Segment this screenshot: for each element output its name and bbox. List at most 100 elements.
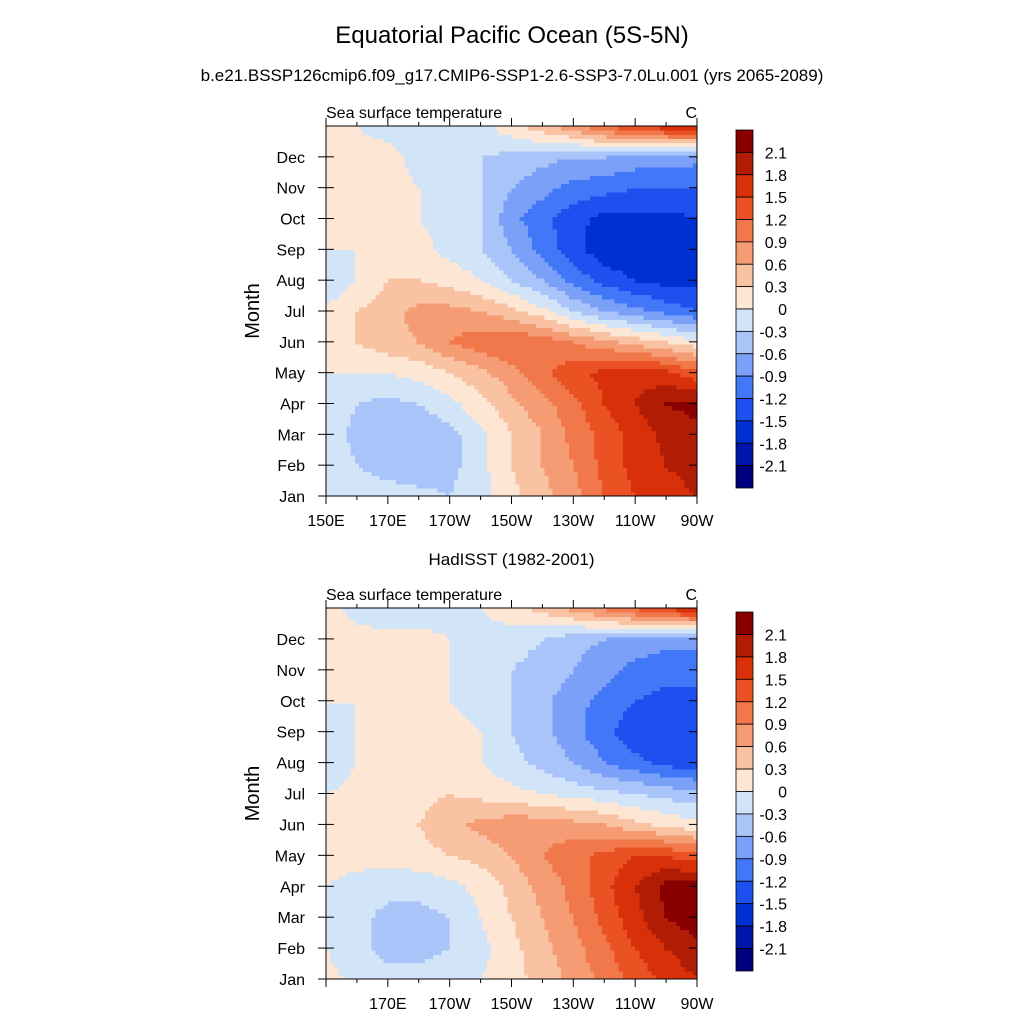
contour-cell	[490, 167, 496, 172]
contour-cell	[367, 154, 372, 160]
contour-cell	[519, 269, 525, 275]
contour-cell	[548, 158, 554, 164]
contour-cell	[391, 175, 397, 181]
contour-cell	[396, 319, 401, 324]
contour-cell	[495, 261, 500, 267]
contour-cell	[470, 265, 475, 271]
contour-cell	[548, 475, 554, 481]
contour-cell	[404, 257, 410, 263]
contour-cell	[466, 200, 471, 205]
contour-cell	[342, 298, 348, 304]
contour-cell	[503, 130, 508, 135]
contour-cell	[408, 315, 414, 320]
contour-cell	[416, 167, 422, 172]
contour-cell	[338, 212, 344, 218]
contour-cell	[358, 191, 364, 197]
contour-cell	[466, 475, 471, 481]
contour-cell	[433, 150, 438, 156]
contour-cell	[416, 224, 422, 230]
contour-cell	[523, 364, 529, 370]
contour-cell	[445, 158, 451, 164]
contour-cell	[470, 302, 475, 308]
contour-cell	[437, 278, 443, 283]
contour-cell	[527, 343, 533, 349]
contour-cell	[499, 163, 504, 168]
contour-cell	[371, 306, 377, 312]
contour-cell	[412, 134, 418, 139]
contour-cell	[457, 187, 463, 193]
contour-cell	[346, 134, 352, 139]
contour-cell	[391, 286, 397, 292]
contour-cell	[503, 224, 508, 230]
contour-cell	[532, 245, 537, 250]
contour-cell	[354, 323, 360, 329]
contour-cell	[449, 257, 455, 263]
contour-cell	[350, 311, 356, 316]
contour-cell	[441, 265, 447, 271]
contour-cell	[507, 327, 513, 333]
contour-cell	[490, 430, 496, 435]
contour-cell	[334, 282, 339, 287]
contour-cell	[330, 245, 335, 250]
contour-cell	[424, 426, 430, 431]
contour-cell	[486, 154, 492, 160]
contour-cell	[486, 216, 492, 222]
contour-cell	[445, 142, 451, 148]
contour-cell	[371, 134, 377, 139]
contour-cell	[408, 434, 414, 440]
contour-cell	[433, 422, 438, 427]
contour-cell	[334, 376, 339, 382]
contour-cell	[350, 463, 356, 468]
contour-cell	[474, 224, 480, 230]
contour-cell	[338, 401, 344, 407]
contour-cell	[367, 150, 372, 156]
contour-cell	[358, 331, 364, 337]
contour-cell	[433, 183, 438, 189]
contour-cell	[470, 438, 475, 444]
contour-cell	[433, 483, 438, 489]
contour-cell	[470, 200, 475, 205]
contour-cell	[474, 228, 480, 234]
contour-cell	[354, 298, 360, 304]
contour-cell	[433, 413, 438, 419]
contour-cell	[354, 290, 360, 296]
contour-cell	[342, 356, 348, 361]
contour-cell	[453, 265, 459, 271]
contour-cell	[511, 282, 517, 287]
contour-cell	[429, 286, 434, 292]
contour-cell	[552, 450, 558, 456]
contour-cell	[391, 274, 397, 279]
contour-cell	[515, 130, 521, 135]
contour-cell	[482, 126, 488, 131]
contour-cell	[420, 319, 426, 324]
contour-cell	[346, 183, 352, 189]
contour-cell	[420, 446, 426, 452]
contour-cell	[519, 216, 525, 222]
contour-cell	[540, 245, 546, 250]
contour-cell	[445, 335, 451, 341]
contour-cell	[523, 417, 529, 423]
contour-cell	[375, 154, 381, 160]
contour-cell	[412, 356, 418, 361]
contour-cell	[330, 311, 335, 316]
contour-cell	[441, 232, 447, 238]
contour-cell	[354, 146, 360, 152]
contour-cell	[474, 487, 480, 493]
contour-cell	[490, 241, 496, 246]
contour-cell	[400, 237, 405, 242]
contour-cell	[536, 261, 541, 267]
contour-cell	[544, 380, 550, 386]
contour-cell	[441, 138, 447, 144]
contour-cell	[396, 409, 401, 415]
contour-cell	[408, 401, 414, 407]
contour-cell	[482, 187, 488, 193]
contour-cell	[548, 191, 554, 197]
contour-cell	[486, 158, 492, 164]
contour-cell	[470, 298, 475, 304]
contour-cell	[527, 294, 533, 300]
contour-cell	[363, 294, 368, 300]
contour-cell	[358, 315, 364, 320]
contour-cell	[383, 454, 389, 460]
contour-cell	[404, 216, 410, 222]
contour-cell	[350, 376, 356, 382]
